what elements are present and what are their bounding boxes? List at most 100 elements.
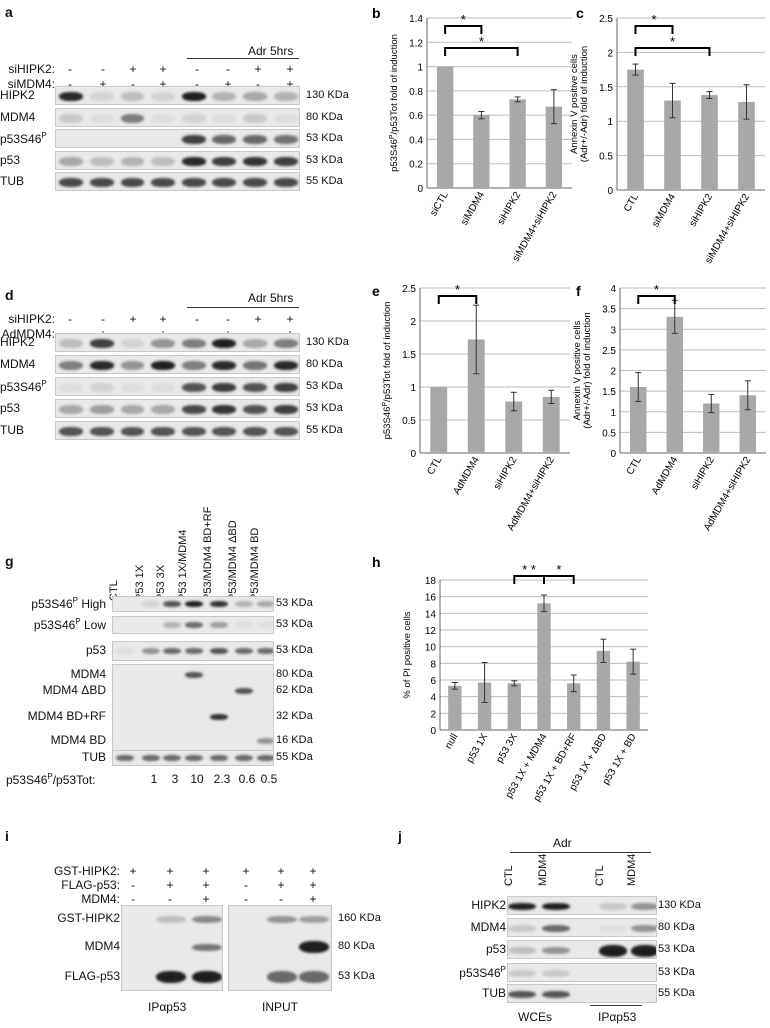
band <box>267 915 297 923</box>
band <box>89 156 114 166</box>
y-tick-label: 8 <box>430 659 436 670</box>
y-tick-label: 2 <box>430 709 436 720</box>
bar <box>626 661 640 730</box>
adr-header-d: Adr 5hrs <box>248 291 294 305</box>
treatment-sign: + <box>202 878 210 892</box>
band <box>212 427 237 436</box>
y-tick-label: 3.5 <box>602 305 616 316</box>
band <box>185 601 203 607</box>
band <box>212 339 237 348</box>
y-tick-label: 1.2 <box>409 38 423 49</box>
treatment-sign: - <box>68 312 72 326</box>
band <box>212 92 237 101</box>
y-tick-label: 2.5 <box>602 346 616 357</box>
blot-row-label: HIPK2 <box>0 88 35 102</box>
treatment-label: MDM4: <box>81 892 120 906</box>
blot-row-label: MDM4 <box>70 667 106 681</box>
band <box>273 113 298 123</box>
treatment-sign: + <box>277 864 285 878</box>
blot-strip-g <box>112 596 274 612</box>
adr-header-line-d <box>187 307 299 308</box>
significance-bracket <box>634 47 711 56</box>
band <box>181 427 206 436</box>
bar <box>507 683 521 730</box>
band <box>508 970 536 977</box>
bar <box>537 603 551 730</box>
panel-label-g: g <box>5 553 14 569</box>
y-tick-label: 0 <box>417 184 423 195</box>
x-tick-label: p53 3X <box>495 732 521 765</box>
bar <box>596 650 611 730</box>
bar <box>664 100 681 190</box>
y-tick-label: 2 <box>410 317 416 328</box>
band <box>181 383 206 392</box>
mw-label: 55 KDa <box>306 175 343 187</box>
band <box>185 648 203 654</box>
panel-label-e: e <box>372 283 380 299</box>
blot-strip-input <box>228 905 332 991</box>
band <box>267 971 297 983</box>
treatment-sign: - <box>131 892 135 906</box>
band <box>212 361 237 370</box>
blot-row-label: GST-HIPK2 <box>57 911 120 925</box>
ratio-value: 0.5 <box>260 772 278 786</box>
band <box>89 361 114 370</box>
y-tick-label: 18 <box>425 576 437 587</box>
mw-label: 80 KDa <box>276 668 313 680</box>
treatment-sign: + <box>129 312 137 326</box>
band <box>59 427 84 436</box>
panel-label-c: c <box>576 5 584 21</box>
band <box>142 755 160 761</box>
ratio-value: 0.6 <box>238 772 256 786</box>
blot-row-label: TUB <box>82 750 106 764</box>
band <box>273 178 298 187</box>
bar <box>505 401 523 453</box>
band <box>163 648 181 654</box>
mw-label: 130 KDa <box>658 899 701 911</box>
band <box>273 405 298 414</box>
treatment-sign: - <box>101 62 105 76</box>
band <box>89 113 114 123</box>
band <box>185 755 203 761</box>
mw-label: 16 KDa <box>276 734 313 746</box>
treatment-sign: + <box>166 878 174 892</box>
mw-label: 53 KDa <box>306 153 343 166</box>
blot-strip-d <box>55 377 300 396</box>
significance-star: * <box>654 282 659 297</box>
band <box>631 903 656 910</box>
band <box>542 903 570 910</box>
mw-label: 53 KDa <box>276 618 313 630</box>
treatment-sign: + <box>129 864 137 878</box>
significance-bracket <box>543 575 575 584</box>
y-axis-label-rest: /p53Tot fold of induction <box>389 34 400 134</box>
blot-row-label: p53S46P <box>0 131 47 146</box>
adr-header-line-a <box>187 58 299 59</box>
bar <box>477 682 492 730</box>
y-axis-label: Annexin V positive cells <box>572 320 583 420</box>
treatment-sign: + <box>99 77 107 91</box>
band <box>192 915 222 923</box>
y-tick-label: 6 <box>430 676 436 687</box>
bar <box>630 387 647 453</box>
band <box>273 383 298 392</box>
blot-strip-j <box>507 896 657 915</box>
x-tick-label: p53 1X <box>465 732 491 765</box>
blot-row-label: p53 <box>485 942 506 956</box>
treatment-sign: - <box>168 892 172 906</box>
blot-strip-g <box>112 750 274 766</box>
y-axis-label: (Adr+/-Adr) fold of induction <box>579 46 590 162</box>
treatment-sign: - <box>244 878 248 892</box>
band <box>59 92 84 101</box>
ratio-value: 10 <box>190 772 204 786</box>
y-axis-label: % of PI positive cells <box>402 611 413 698</box>
y-tick-label: 0 <box>607 186 613 197</box>
treatment-sign: + <box>166 864 174 878</box>
panel-label-f: f <box>576 283 581 299</box>
band <box>181 113 206 123</box>
adr-header-j: Adr <box>553 836 572 850</box>
bar <box>627 69 644 190</box>
band <box>508 925 536 932</box>
bar <box>567 683 581 730</box>
band <box>192 943 222 951</box>
